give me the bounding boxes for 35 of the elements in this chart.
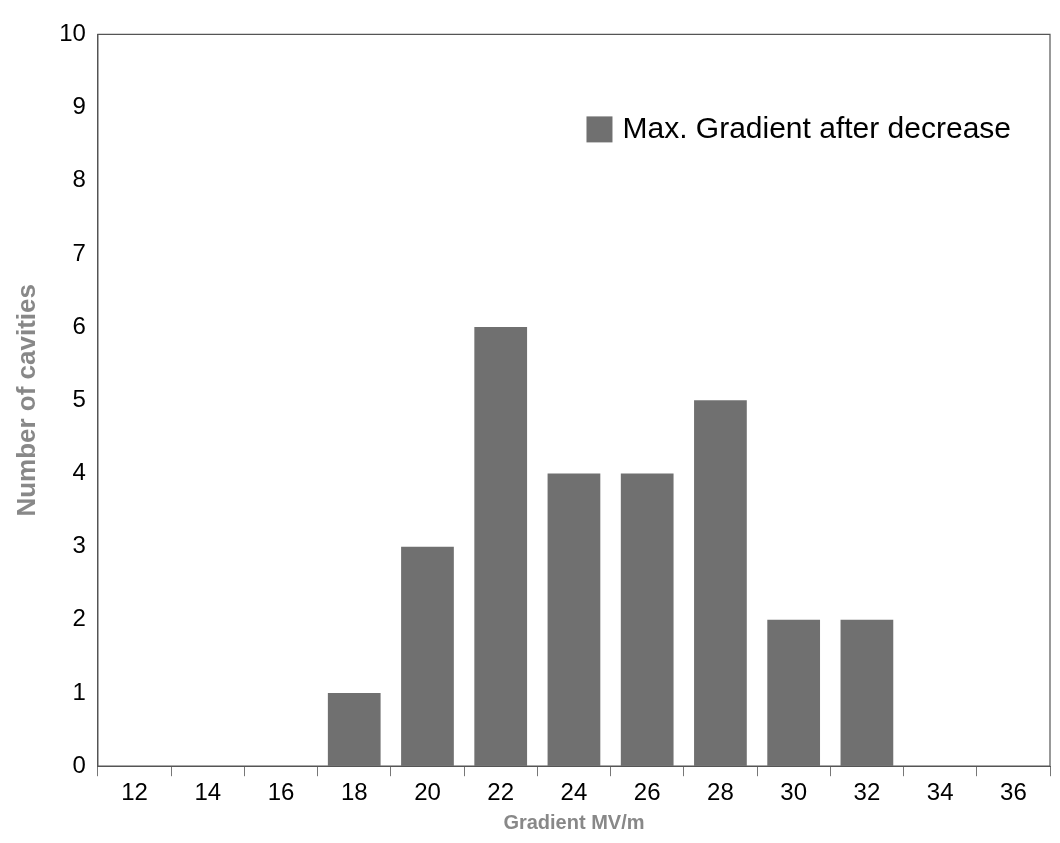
y-tick-label: 5 — [72, 384, 86, 412]
y-tick-label: 2 — [72, 604, 86, 632]
x-tick-label: 16 — [267, 778, 295, 806]
x-axis-title: Gradient MV/m — [503, 810, 645, 833]
bar — [401, 546, 454, 766]
x-tick-label: 32 — [853, 778, 881, 806]
bar — [327, 693, 381, 766]
x-tick-label: 18 — [340, 778, 368, 806]
bar — [547, 473, 601, 766]
y-tick-label: 6 — [72, 311, 86, 339]
y-tick-label: 4 — [72, 458, 86, 486]
x-tick-label: 34 — [926, 778, 954, 806]
x-tick-label: 36 — [1000, 778, 1027, 806]
bar — [840, 619, 894, 766]
legend-label: Max. Gradient after decrease — [622, 110, 1012, 144]
x-tick-label: 20 — [414, 778, 441, 806]
bar — [694, 400, 747, 766]
y-tick-label: 0 — [72, 750, 86, 778]
y-tick-label: 7 — [72, 238, 86, 266]
x-tick-label: 28 — [707, 778, 734, 806]
y-tick-label: 8 — [72, 165, 86, 193]
y-tick-label: 10 — [59, 19, 86, 47]
y-tick-label: 3 — [72, 531, 86, 559]
y-tick-label: 9 — [72, 92, 86, 120]
x-tick-label: 30 — [780, 778, 808, 806]
x-tick-label: 14 — [194, 778, 222, 806]
x-tick-label: 22 — [487, 778, 515, 806]
x-tick-label: 12 — [121, 778, 148, 806]
bar — [767, 619, 821, 766]
bar — [474, 327, 528, 766]
x-tick-label: 26 — [633, 778, 661, 806]
bar — [620, 473, 674, 766]
x-tick-label: 24 — [560, 778, 588, 806]
y-axis-title: Number of cavities — [10, 283, 41, 517]
y-tick-label: 1 — [72, 677, 86, 705]
